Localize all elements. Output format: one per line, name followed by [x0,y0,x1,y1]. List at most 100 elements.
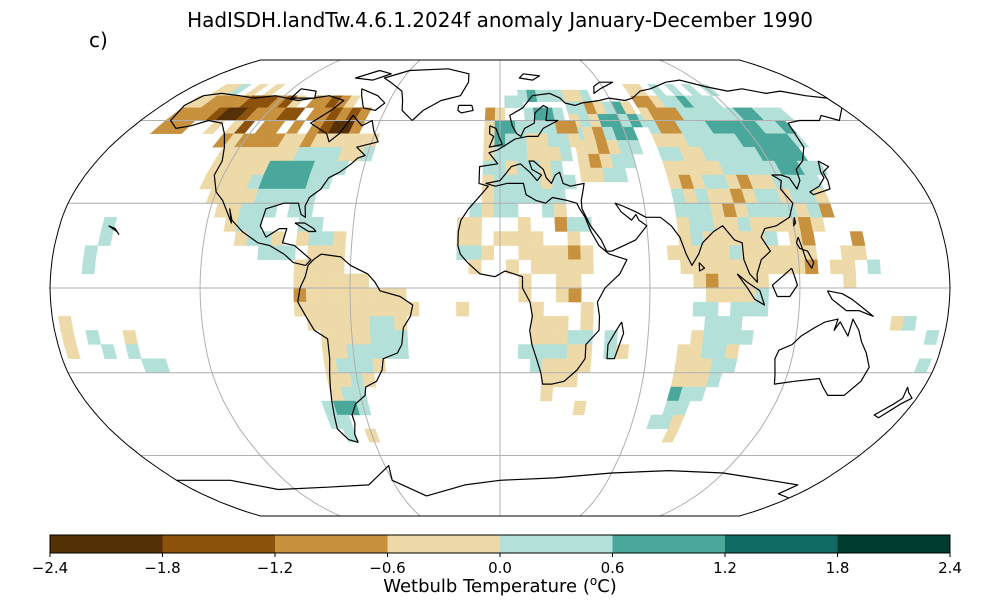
anomaly-cell [530,245,544,260]
anomaly-cell [370,344,385,359]
anomaly-cell [889,316,905,331]
anomaly-cell [751,231,767,246]
anomaly-cell [567,245,582,260]
anomaly-cell [565,358,580,373]
anomaly-cell [526,146,540,162]
anomaly-cell [406,301,420,317]
anomaly-cell [567,231,581,246]
anomaly-cell [753,245,768,260]
anomaly-cell [543,245,557,260]
anomaly-cell [613,167,629,183]
anomaly-cell [555,287,570,303]
anomaly-cell [368,301,383,317]
anomaly-cell [809,217,826,232]
anomaly-cell [718,273,732,289]
anomaly-cell [717,259,732,275]
coastline-japan [809,160,831,196]
anomaly-cell [718,287,732,303]
anomaly-cell [320,231,335,246]
anomaly-cell [295,231,310,246]
coastline-new-guinea [826,290,874,317]
colorbar-label-suffix: C) [597,576,617,597]
coastline-australia [773,318,870,396]
anomaly-cell [541,358,555,373]
anomaly-cell [332,330,347,345]
anomaly-cell [676,344,691,359]
anomaly-cell [579,330,594,345]
anomaly-cell [555,245,569,260]
anomaly-cell [505,174,518,190]
anomaly-cell [318,301,333,317]
anomaly-cell [552,188,567,204]
anomaly-cell [554,344,568,359]
anomaly-cell [517,344,531,359]
anomaly-cell [456,301,470,317]
colorbar-swatch [837,535,951,553]
anomaly-cell [333,344,349,359]
anomaly-cell [552,372,567,388]
anomaly-cell [530,259,544,275]
anomaly-cell [800,231,816,246]
anomaly-cell [125,344,142,359]
anomaly-cell [690,330,705,345]
anomaly-cell [779,259,794,275]
anomaly-cell [504,133,517,148]
anomaly-cell [307,231,323,246]
anomaly-cell [901,316,918,331]
anomaly-cell [572,400,587,416]
anomaly-cell [369,316,383,331]
colorbar-tick-label: 0.6 [601,559,625,577]
anomaly-cell [691,245,706,260]
anomaly-cell [293,273,307,289]
anomaly-cell [318,259,333,275]
coastline-ellesmere-island [354,69,392,81]
anomaly-cell [335,358,351,373]
anomaly-cell [849,231,866,246]
colorbar-tick-label: −1.2 [257,559,293,577]
anomaly-cell [355,287,370,303]
anomaly-cell [739,231,754,246]
colorbar-tick-label: 2.4 [938,559,962,577]
anomaly-cell [100,344,118,359]
anomaly-cell [305,273,320,289]
anomaly-cell [513,95,524,109]
anomaly-cell [293,259,308,275]
colorbar-swatch [50,535,163,553]
anomaly-cell [724,344,740,359]
anomaly-cell [716,316,731,331]
coastline-sumatra [736,273,766,306]
anomaly-cell [318,287,332,303]
colorbar-swatch [162,535,276,553]
coastline-greenland [383,68,470,121]
anomaly-cell [60,330,77,345]
anomaly-cell [763,231,779,246]
anomaly-cell [646,414,663,429]
colorbar-tick-label: 0.0 [488,559,512,577]
colorbar-swatch [275,535,388,553]
anomaly-cell [517,217,531,232]
coastline-madagascar [606,321,625,360]
anomaly-cell [356,301,370,317]
anomaly-cell [680,259,694,275]
colorbar-swatch [500,535,613,553]
anomaly-cell [332,231,347,246]
anomaly-cell [369,330,384,345]
anomaly-cell [629,84,649,96]
colorbar-label-sup: o [589,574,598,588]
anomaly-cell [542,330,556,345]
coastline-south-america [297,253,414,443]
colorbar-tick-label: 1.8 [826,559,850,577]
anomaly-cell [523,107,536,121]
anomaly-cell [505,160,518,176]
anomaly-cell [566,217,581,232]
anomaly-cell [743,287,757,303]
anomaly-cell [484,107,496,121]
anomaly-cell [786,133,810,148]
coastline-north-america [170,92,379,266]
anomaly-cell [481,202,495,218]
anomaly-cell [700,217,716,232]
coastline-antarctica [176,465,799,499]
anomaly-cell [705,259,719,275]
anomaly-cell [469,217,483,232]
